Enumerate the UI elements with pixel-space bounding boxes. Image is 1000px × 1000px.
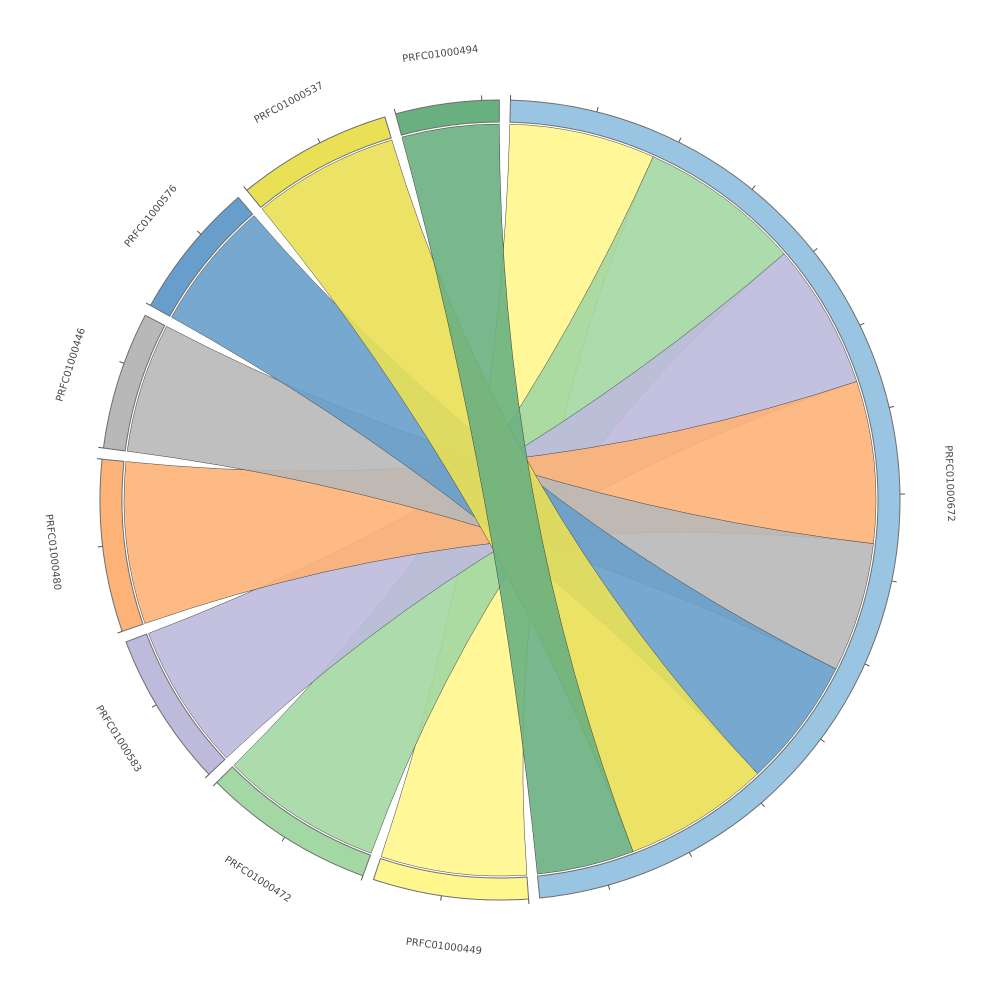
group-arc-PRFC01000494	[395, 99, 500, 136]
arc-tick	[393, 108, 397, 114]
arc-tick	[243, 186, 248, 191]
arc-tick	[820, 738, 825, 743]
group-label-PRFC01000472: PRFC01000472	[222, 854, 293, 905]
group-label-PRFC01000480: PRFC01000480	[43, 514, 63, 591]
arc-tick	[688, 852, 693, 858]
group-arc-PRFC01000446	[102, 314, 166, 452]
group-arc-PRFC01000576	[149, 196, 254, 317]
group-label-PRFC01000449: PRFC01000449	[405, 937, 482, 957]
group-arc-PRFC01000480	[99, 458, 144, 633]
arc-tick	[145, 302, 151, 306]
arc-tick	[317, 138, 321, 144]
arc-tick	[596, 106, 599, 113]
arc-tick	[97, 545, 103, 548]
arc-tick	[889, 405, 895, 408]
arc-tick	[440, 895, 442, 901]
group-label-PRFC01000672: PRFC01000672	[942, 445, 956, 522]
ticks-layer	[97, 95, 905, 904]
arc-tick	[813, 247, 818, 252]
group-label-PRFC01000537: PRFC01000537	[253, 80, 326, 126]
arc-tick	[212, 782, 218, 787]
group-arc-PRFC01000449	[372, 857, 530, 901]
arc-tick	[97, 458, 103, 460]
arc-tick	[859, 322, 865, 326]
arc-tick	[360, 875, 364, 881]
group-arc-PRFC01000472	[216, 766, 372, 877]
arc-tick	[678, 137, 682, 143]
arc-tick	[119, 361, 125, 364]
arc-tick	[864, 663, 870, 667]
arc-tick	[196, 230, 202, 235]
group-label-PRFC01000446: PRFC01000446	[55, 327, 89, 403]
group-arc-PRFC01000672	[509, 99, 901, 899]
arc-tick	[98, 446, 104, 449]
group-arc-PRFC01000537	[246, 116, 392, 209]
ribbons-layer	[123, 123, 877, 877]
arc-tick	[151, 704, 157, 708]
group-label-PRFC01000494: PRFC01000494	[402, 44, 479, 65]
arc-tick	[607, 884, 611, 890]
group-arcs-layer	[99, 99, 901, 901]
arc-tick	[204, 774, 210, 779]
arc-tick	[891, 580, 897, 583]
group-arc-PRFC01000583	[125, 633, 226, 776]
arc-tick	[117, 630, 123, 634]
group-label-PRFC01000583: PRFC01000583	[93, 704, 143, 775]
arc-tick	[751, 185, 756, 190]
group-label-PRFC01000576: PRFC01000576	[123, 183, 180, 249]
ribbon-PRFC01000672-PRFC01000494	[401, 123, 634, 875]
arc-tick	[760, 802, 765, 808]
arc-tick	[281, 836, 286, 842]
